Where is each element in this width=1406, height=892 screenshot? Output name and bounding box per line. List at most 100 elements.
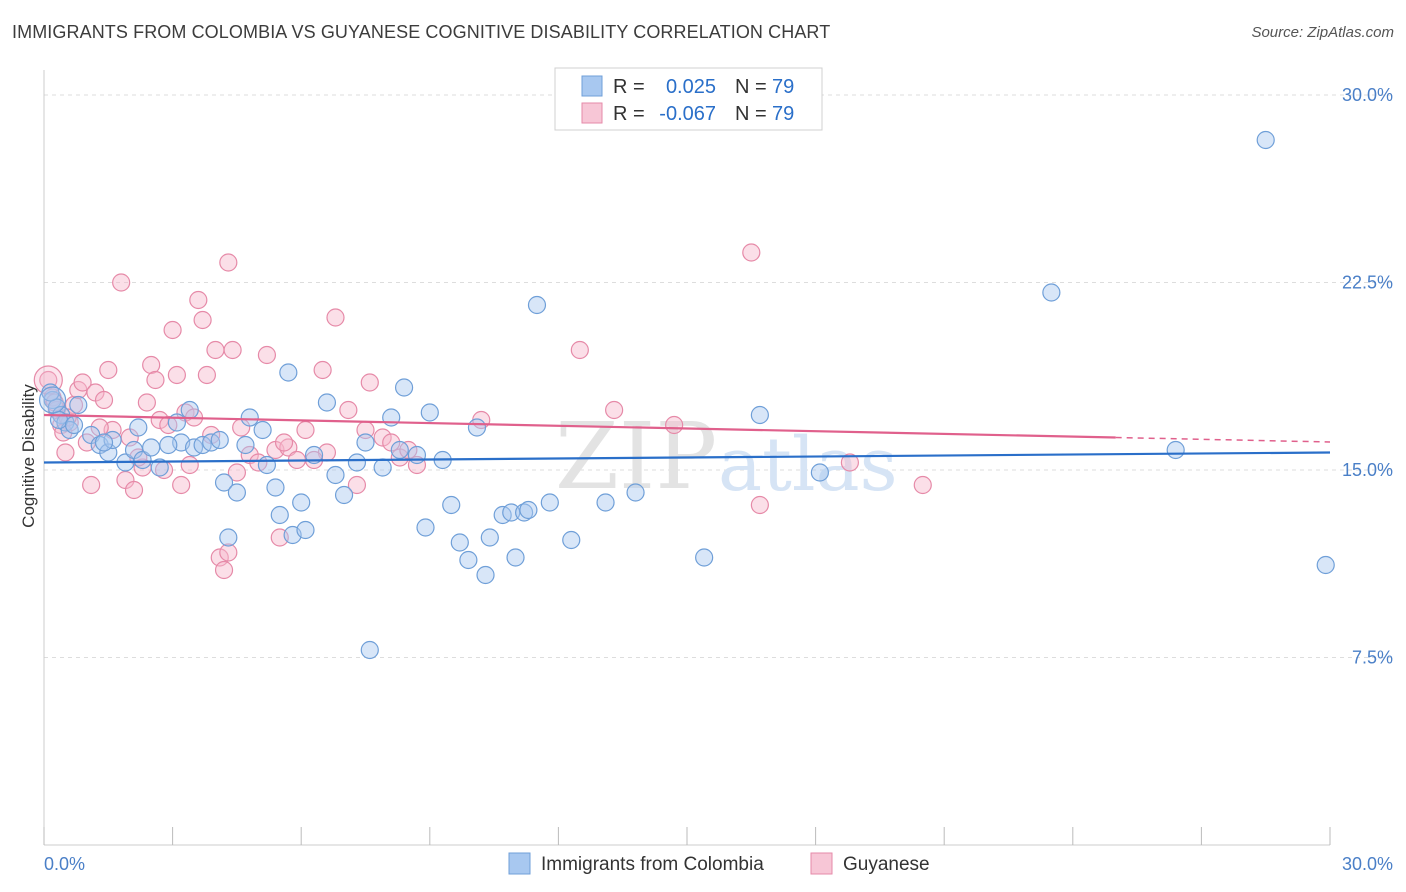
point-colombia xyxy=(1166,440,1185,460)
series-colombia-points xyxy=(38,130,1335,660)
series-guyanese-points xyxy=(33,243,932,580)
bottom-legend: Immigrants from Colombia Guyanese xyxy=(508,852,930,875)
point-colombia xyxy=(94,433,114,452)
point-colombia xyxy=(506,548,525,567)
point-guyanese xyxy=(146,370,165,390)
point-guyanese xyxy=(605,400,624,420)
stats-r-value-guyanese: -0.067 xyxy=(659,103,716,125)
point-colombia xyxy=(416,518,435,537)
point-guyanese xyxy=(112,273,131,292)
point-guyanese xyxy=(742,243,761,262)
point-guyanese xyxy=(56,443,75,462)
source-label: Source: ZipAtlas.com xyxy=(1251,24,1394,41)
x-tick-label-max: 30.0% xyxy=(1342,854,1393,874)
point-guyanese xyxy=(296,420,315,440)
y-tick-label: 30.0% xyxy=(1342,85,1393,105)
stats-n-label-colombia: N = xyxy=(735,76,767,98)
stats-r-label-colombia: R = xyxy=(613,76,645,98)
point-colombia xyxy=(253,420,272,440)
y-tick-label: 15.0% xyxy=(1342,460,1393,480)
point-colombia xyxy=(167,413,186,432)
point-guyanese xyxy=(313,360,332,380)
point-colombia xyxy=(1316,555,1335,575)
point-colombia xyxy=(236,435,255,455)
point-guyanese xyxy=(167,365,186,385)
point-colombia xyxy=(334,485,354,505)
point-colombia xyxy=(480,528,499,547)
point-colombia xyxy=(279,363,298,382)
legend-swatch-colombia xyxy=(508,852,531,875)
stats-swatch-colombia xyxy=(581,75,603,97)
y-tick-labels: 7.5% 15.0% 22.5% 30.0% xyxy=(1342,85,1393,668)
point-guyanese xyxy=(206,340,225,360)
stats-n-label-guyanese: N = xyxy=(735,103,767,125)
point-colombia xyxy=(450,533,469,552)
point-guyanese xyxy=(189,290,208,310)
point-guyanese xyxy=(347,475,367,495)
point-guyanese xyxy=(274,433,294,452)
point-colombia xyxy=(133,450,152,470)
stats-r-value-colombia: 0.025 xyxy=(666,76,716,98)
point-colombia xyxy=(442,495,461,515)
grid-lines xyxy=(44,94,1392,658)
point-colombia xyxy=(562,530,581,550)
point-guyanese xyxy=(257,345,277,365)
legend-label-colombia: Immigrants from Colombia xyxy=(541,854,764,875)
point-guyanese xyxy=(360,373,379,392)
point-guyanese xyxy=(750,495,769,515)
point-colombia xyxy=(527,295,547,315)
trend-line-colombia xyxy=(43,451,1331,464)
point-colombia xyxy=(750,405,769,425)
trend-line-guyanese xyxy=(43,413,1116,439)
point-colombia xyxy=(407,445,427,465)
point-colombia xyxy=(1256,130,1275,150)
point-colombia xyxy=(390,440,409,460)
point-colombia xyxy=(356,433,375,452)
point-colombia xyxy=(540,493,559,512)
point-colombia xyxy=(810,463,829,482)
point-guyanese xyxy=(172,475,191,495)
point-colombia xyxy=(240,408,259,427)
legend-label-guyanese: Guyanese xyxy=(843,854,930,875)
point-guyanese xyxy=(73,373,92,392)
chart-title: IMMIGRANTS FROM COLOMBIA VS GUYANESE COG… xyxy=(12,22,831,42)
point-guyanese xyxy=(913,475,932,495)
point-colombia xyxy=(467,418,487,437)
point-guyanese xyxy=(197,365,216,385)
point-guyanese xyxy=(124,480,144,500)
point-guyanese xyxy=(193,310,212,330)
point-colombia xyxy=(1042,283,1061,302)
point-colombia xyxy=(304,445,324,465)
point-guyanese xyxy=(214,560,234,580)
axes xyxy=(43,70,1331,846)
point-colombia xyxy=(695,548,714,567)
point-guyanese xyxy=(665,415,684,435)
x-tick-labels: 0.0% 30.0% xyxy=(44,854,1393,874)
point-guyanese xyxy=(219,543,238,562)
point-colombia xyxy=(180,400,199,420)
point-guyanese xyxy=(99,360,118,380)
point-colombia xyxy=(159,435,178,455)
point-colombia xyxy=(519,500,538,520)
point-guyanese xyxy=(94,390,114,410)
point-colombia xyxy=(476,565,495,585)
point-guyanese xyxy=(326,308,345,327)
point-colombia xyxy=(219,528,238,547)
point-colombia xyxy=(347,453,367,472)
point-guyanese xyxy=(570,340,589,360)
point-colombia xyxy=(292,493,311,512)
point-colombia xyxy=(420,403,439,422)
point-guyanese xyxy=(373,428,392,447)
point-colombia xyxy=(373,458,392,477)
legend-swatch-guyanese xyxy=(810,852,833,875)
x-tick-label-min: 0.0% xyxy=(44,854,85,874)
point-colombia xyxy=(150,458,169,477)
point-colombia xyxy=(214,473,234,492)
point-guyanese xyxy=(180,455,199,475)
point-guyanese xyxy=(223,340,242,360)
point-colombia xyxy=(596,493,615,512)
watermark-atlas: atlas xyxy=(718,422,898,508)
point-colombia xyxy=(459,550,478,570)
point-colombia xyxy=(227,483,246,502)
